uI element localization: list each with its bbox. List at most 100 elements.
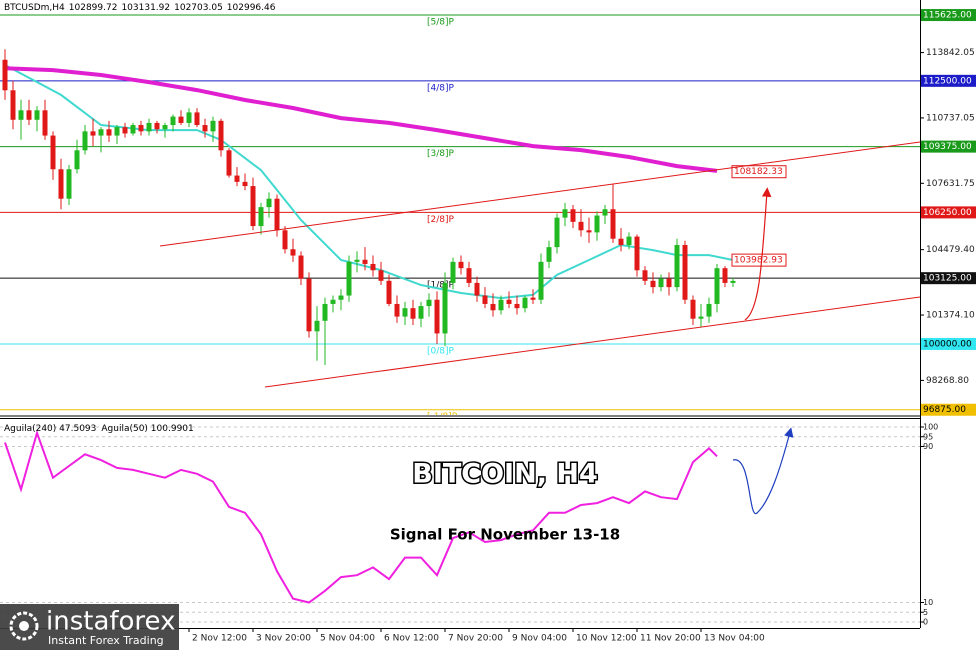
candle-body: [306, 278, 312, 332]
header-high: 103131.92: [121, 3, 170, 13]
y-tick-label: 100: [923, 423, 938, 432]
candle-body: [106, 129, 112, 136]
candle-body: [570, 209, 576, 222]
level-name: [-1/8]P: [427, 412, 458, 422]
y-tick-label: 113842.05: [926, 48, 975, 58]
candle-body: [58, 169, 64, 199]
candle-body: [218, 120, 224, 151]
moving-average: [4, 66, 718, 173]
candle-body: [506, 299, 512, 304]
x-tick-label: 11 Nov 20:00: [640, 634, 701, 644]
candle-body: [714, 268, 720, 304]
brand-icon: [9, 611, 39, 641]
candle-body: [650, 280, 656, 288]
candle-body: [138, 125, 144, 132]
brand-box: [0, 604, 179, 650]
x-tick-label: 6 Nov 12:00: [384, 634, 439, 644]
level-price-label: 96875.00: [923, 405, 966, 415]
candle-body: [346, 261, 352, 296]
indicator-line: [4, 429, 718, 604]
candle-body: [2, 59, 8, 91]
candle-body: [658, 278, 664, 288]
y-tick-label: 104479.40: [926, 245, 975, 255]
candle-body: [354, 259, 360, 262]
candle-body: [66, 169, 72, 199]
candle-body: [522, 297, 528, 309]
x-tick-label: 3 Nov 20:00: [256, 634, 311, 644]
candle-body: [490, 303, 496, 311]
candle-body: [338, 295, 344, 300]
price-annotation-box: [731, 253, 787, 267]
candle-body: [194, 112, 200, 126]
candle-body: [90, 131, 96, 136]
candle-body: [682, 245, 688, 300]
candle-body: [602, 209, 608, 216]
y-tick-label: 101374.10: [926, 311, 975, 321]
candle-body: [202, 125, 208, 132]
level-name: [0/8]P: [427, 346, 455, 356]
indicator-panel: [0, 426, 920, 623]
level-price-box: [921, 9, 976, 22]
candle-body: [410, 308, 416, 319]
price-annotation: 108182.33: [734, 167, 783, 177]
candle-body: [434, 299, 440, 334]
x-tick-label: 13 Nov 04:00: [704, 634, 765, 644]
candle-body: [210, 120, 216, 132]
candle-body: [554, 217, 560, 248]
candle-body: [586, 230, 592, 233]
indicator-label: Aguila(240) 47.5093: [4, 424, 96, 434]
candle-body: [170, 116, 176, 126]
candle-body: [562, 209, 568, 218]
candle-body: [482, 295, 488, 304]
level-price-label: 106250.00: [923, 208, 972, 218]
level-price-label: 109375.00: [923, 142, 972, 152]
level-price-label: 112500.00: [923, 76, 972, 86]
candle-body: [618, 238, 624, 246]
candle-body: [314, 320, 320, 332]
candle-body: [242, 181, 248, 187]
candle-body: [290, 249, 296, 256]
candle-body: [594, 215, 600, 233]
level-name: [1/8]P: [427, 281, 455, 291]
level-name: [3/8]P: [427, 149, 455, 159]
level-name: [5/8]P: [427, 18, 455, 28]
y-tick-label: 110737.05: [926, 113, 975, 123]
level-price-label: 103125.00: [923, 274, 972, 284]
candle-body: [546, 247, 552, 262]
y-tick-label: 10: [923, 598, 933, 607]
header-close: 102996.46: [227, 3, 276, 13]
x-tick-label: 9 Nov 04:00: [512, 634, 567, 644]
level-price-box: [921, 74, 976, 87]
candle-body: [426, 299, 432, 307]
candle-body: [250, 186, 256, 227]
brand-tagline: Instant Forex Trading: [48, 634, 164, 647]
candle-body: [42, 110, 48, 136]
candle-body: [322, 303, 328, 321]
indicator-forecast-arrow: [732, 427, 794, 515]
candle-body: [98, 129, 104, 136]
candle-body: [74, 150, 80, 170]
symbol: BTCUSDm,H4: [4, 3, 65, 13]
level-price-box: [921, 206, 976, 219]
candle-body: [266, 198, 272, 208]
price-annotation: 103982.93: [734, 256, 783, 266]
level-name: [2/8]P: [427, 215, 455, 225]
candle-body: [18, 110, 24, 120]
y-tick-label: 95: [923, 432, 933, 441]
brand-name: instaforex: [46, 607, 175, 637]
candle-body: [122, 127, 128, 134]
candle-body: [298, 255, 304, 279]
candle-body: [458, 261, 464, 269]
level-price-label: 100000.00: [923, 339, 972, 349]
x-tick-label: 7 Nov 20:00: [448, 634, 503, 644]
candle-body: [498, 299, 504, 311]
candle-body: [258, 207, 264, 227]
candle-body: [10, 90, 16, 120]
candle-body: [234, 175, 240, 182]
candle-body: [330, 299, 336, 304]
candle-body: [378, 270, 384, 281]
brand-icon: [19, 621, 29, 631]
chart-header: BTCUSDm,H4 102899.72 103131.92 102703.05 102…: [4, 3, 276, 13]
y-tick-label: 5: [923, 608, 928, 617]
y-tick-label: 0: [923, 618, 928, 627]
